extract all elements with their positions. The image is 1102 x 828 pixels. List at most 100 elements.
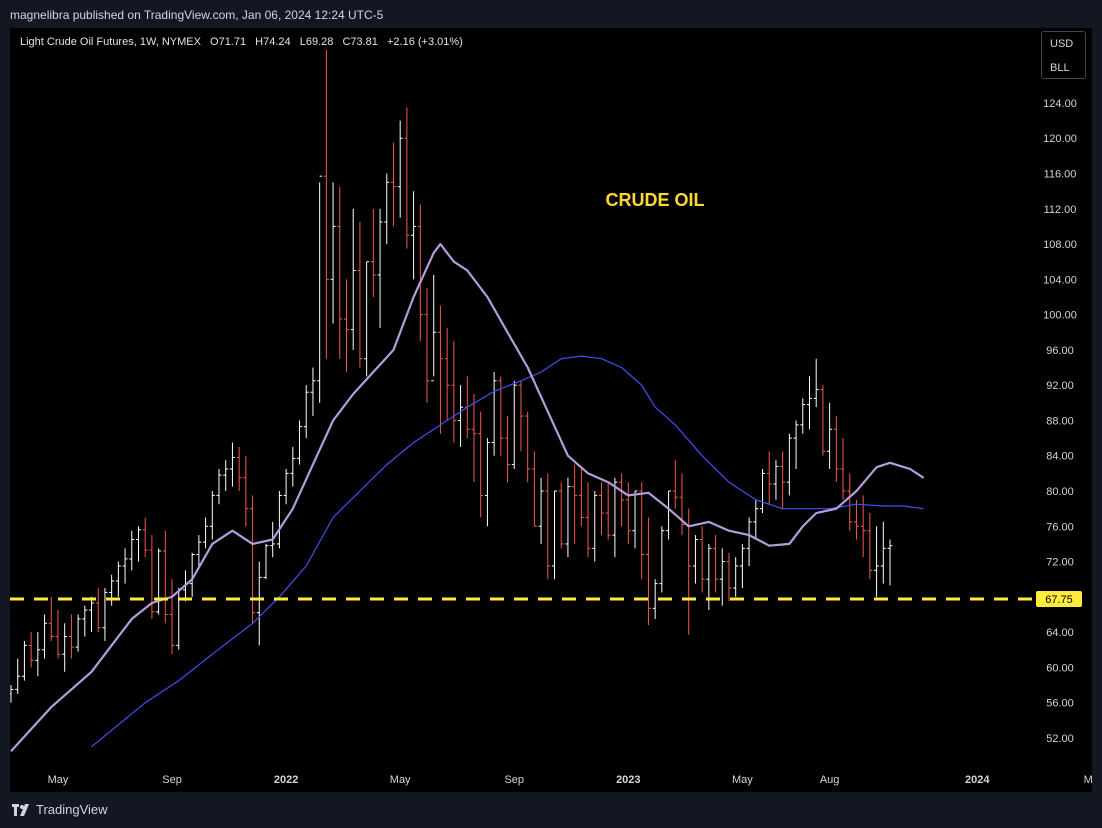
ohlc-bar — [625, 482, 631, 544]
ohlc-bar — [458, 385, 464, 447]
time-tick-label: May — [732, 774, 753, 786]
ohlc-bar — [760, 468, 766, 514]
ohlc-bar — [109, 574, 115, 606]
ohlc-bar — [853, 499, 859, 540]
ohlc-bar — [122, 548, 128, 584]
price-tick-label: 96.00 — [1046, 345, 1074, 357]
ohlc-bar — [793, 420, 799, 469]
ohlc-bar — [189, 552, 195, 597]
support-line: 67.75 — [10, 591, 1082, 608]
ohlc-bar — [417, 204, 423, 342]
ohlc-bar — [149, 535, 155, 619]
chart-area[interactable]: 67.75 128.00124.00120.00116.00112.00108.… — [8, 28, 1100, 792]
ohlc-bar — [203, 517, 209, 549]
ohlc-bar — [800, 398, 806, 434]
time-tick-label: Sep — [504, 774, 524, 786]
ohlc-bar — [135, 526, 141, 562]
high-value: H74.24 — [255, 36, 291, 48]
slow-moving-average-line — [91, 355, 924, 748]
ohlc-bar — [813, 358, 819, 408]
ohlc-bar — [390, 142, 396, 227]
ohlc-bar — [35, 632, 41, 677]
ohlc-bar — [833, 416, 839, 483]
ohlc-bar — [827, 402, 833, 469]
ohlc-bar — [48, 596, 54, 641]
ohlc-bar — [719, 548, 725, 606]
time-tick-label: Ma — [1084, 774, 1092, 786]
ohlc-bar — [666, 490, 672, 540]
symbol-name: Light Crude Oil Futures, 1W, NYMEX — [20, 36, 201, 48]
ohlc-bar — [397, 120, 403, 218]
price-tick-label: 92.00 — [1046, 380, 1074, 392]
price-chart[interactable]: 67.75 128.00124.00120.00116.00112.00108.… — [8, 28, 1100, 792]
ohlc-bar — [874, 526, 880, 597]
measure-unit[interactable]: BLL — [1050, 62, 1070, 74]
ohlc-bar — [820, 385, 826, 456]
price-tick-label: 116.00 — [1044, 169, 1077, 181]
price-tick-label: 76.00 — [1046, 521, 1074, 533]
ohlc-bar — [531, 451, 537, 527]
ohlc-bar — [733, 557, 739, 597]
ohlc-bar — [28, 632, 34, 668]
price-tick-label: 120.00 — [1043, 133, 1077, 145]
ohlc-bar — [75, 614, 81, 652]
currency-unit[interactable]: USD — [1050, 38, 1074, 50]
ohlc-bar — [867, 513, 873, 580]
price-tick-label: 108.00 — [1043, 239, 1077, 251]
ohlc-bar — [330, 182, 336, 324]
ohlc-bar — [558, 482, 564, 549]
ohlc-bar — [102, 588, 108, 641]
ohlc-bar — [310, 367, 316, 417]
ohlc-bar — [686, 508, 692, 635]
ohlc-bar — [162, 530, 168, 624]
price-tick-label: 84.00 — [1046, 451, 1074, 463]
ohlc-bar — [713, 535, 719, 593]
ohlc-bar — [256, 561, 262, 646]
ohlc-bar — [511, 380, 517, 469]
ohlc-bar — [89, 596, 95, 633]
ohlc-bar — [243, 455, 249, 527]
footer-brand[interactable]: TradingView — [12, 802, 108, 817]
ohlc-bar — [283, 468, 289, 505]
ohlc-bar — [384, 173, 390, 245]
moving-averages — [10, 243, 925, 752]
open-value: O71.71 — [210, 36, 247, 48]
fast-moving-average-line — [10, 243, 925, 752]
price-tick-label: 52.00 — [1046, 733, 1074, 745]
ohlc-bar — [437, 305, 443, 434]
ohlc-bar — [552, 490, 558, 580]
ohlc-bar — [297, 420, 303, 465]
time-tick-label: 2024 — [965, 774, 990, 786]
close-value: C73.81 — [342, 36, 378, 48]
ohlc-bar — [699, 526, 705, 593]
ohlc-bar — [15, 658, 21, 694]
ohlc-bar — [645, 517, 651, 626]
ohlc-bar — [68, 614, 74, 659]
ohlc-bar — [692, 535, 698, 584]
ohlc-bar — [632, 490, 638, 549]
time-axis: May Sep 2022 May Sep 2023 May Aug 2024 Ma — [48, 774, 1100, 786]
price-tick-label: 72.00 — [1046, 557, 1074, 569]
publish-info: magnelibra published on TradingView.com,… — [10, 8, 384, 22]
ohlc-bar — [250, 495, 256, 624]
time-tick-label: 2023 — [616, 774, 640, 786]
ohlc-bar — [525, 411, 531, 483]
ohlc-bar — [491, 371, 497, 456]
time-tick-label: Aug — [820, 774, 840, 786]
ohlc-bar — [592, 491, 598, 562]
ohlc-bar — [786, 433, 792, 496]
unit-selector[interactable]: USD BLL — [1041, 31, 1086, 79]
price-axis: 128.00124.00120.00116.00112.00108.00104.… — [1043, 63, 1077, 745]
ohlc-bar — [672, 460, 678, 509]
ohlc-bar — [572, 464, 578, 544]
ohlc-bar — [115, 561, 121, 597]
ohlc-bar — [753, 499, 759, 540]
support-price-badge — [1036, 591, 1082, 608]
chart-annotation: CRUDE OIL — [606, 190, 705, 210]
price-tick-label: 60.00 — [1046, 662, 1074, 674]
ohlc-bar — [350, 208, 356, 350]
ohlc-bar — [229, 442, 235, 487]
ohlc-bar — [8, 685, 14, 703]
change-value: +2.16 (+3.01%) — [386, 36, 463, 48]
ohlc-bar — [780, 451, 786, 509]
